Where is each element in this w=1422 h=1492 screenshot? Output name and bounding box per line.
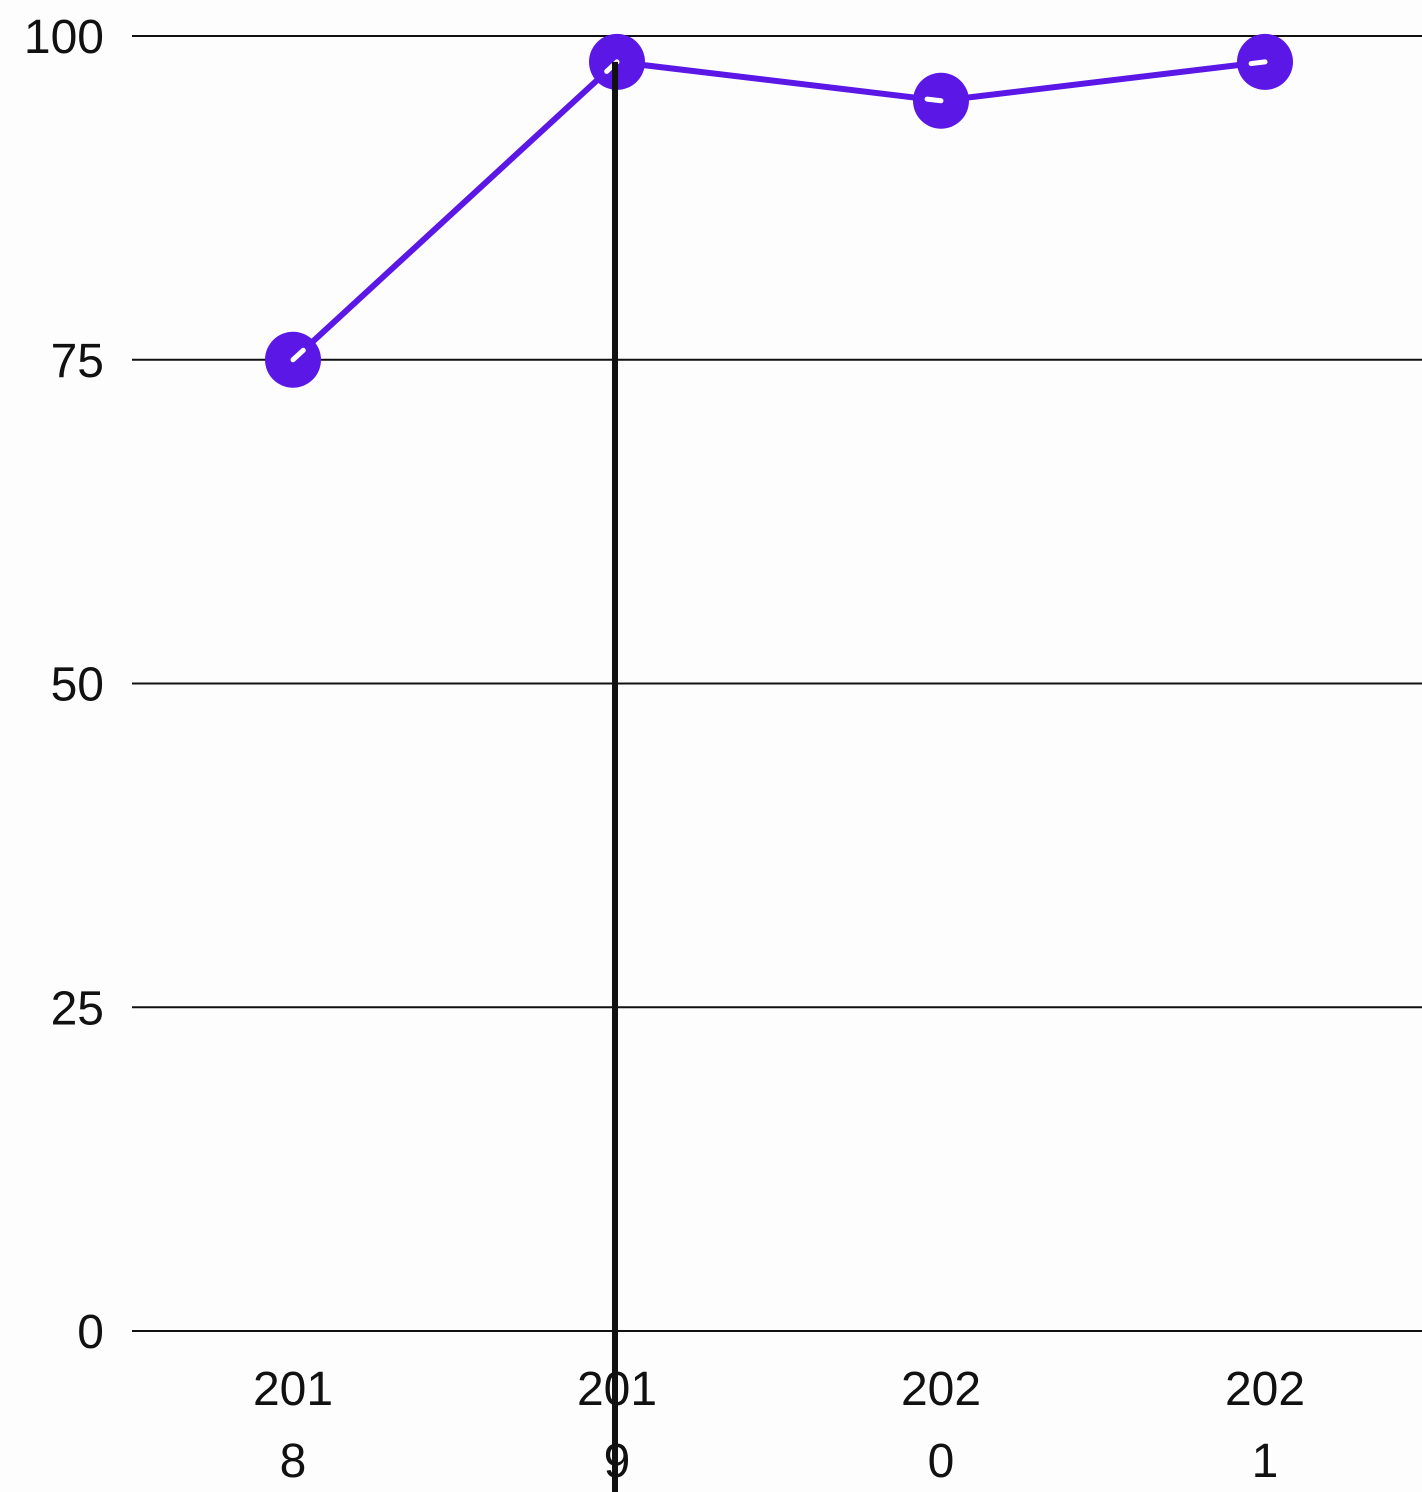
point-highlight [290,347,306,363]
y-tick-label: 50 [51,659,104,712]
y-tick-label: 100 [24,11,104,64]
x-tick-label: 201 8 [253,1363,333,1488]
series-group [265,33,1293,388]
y-tick-label: 75 [51,335,104,388]
point-highlight [924,96,944,104]
x-tick-label: 202 0 [901,1363,981,1488]
y-tick-label: 25 [51,982,104,1035]
x-tick-label: 202 1 [1225,1363,1305,1488]
y-tick-label: 0 [77,1306,104,1359]
gridlines [132,35,1422,1332]
series-line [290,58,1266,362]
y-axis-tick-labels: 0 25 50 75 100 [24,11,104,1359]
point-highlight [1248,59,1268,67]
x-axis-tick-labels: 2018201920202021 [253,1363,1305,1488]
